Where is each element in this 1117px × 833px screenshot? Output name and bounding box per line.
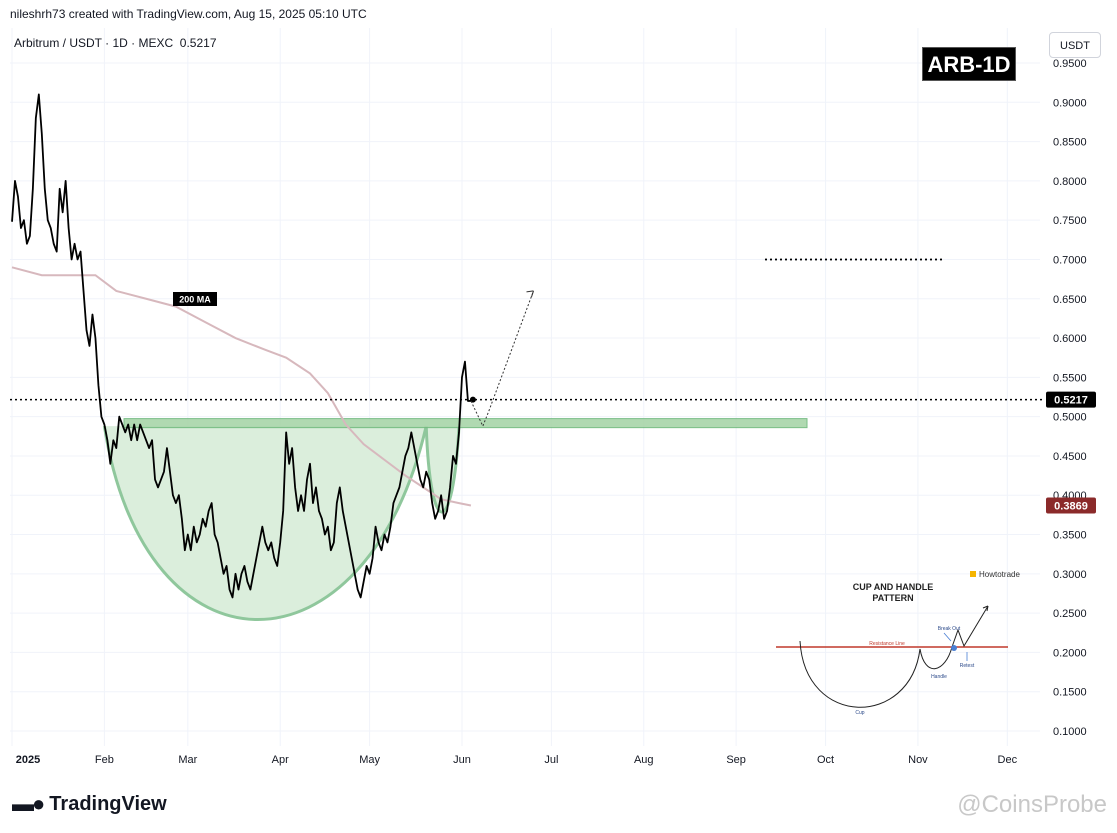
inset-title-2: PATTERN — [872, 593, 913, 603]
attribution-text: nileshrh73 created with TradingView.com,… — [10, 7, 367, 21]
ma-price-tag: 0.3869 — [1046, 497, 1096, 514]
inset-resistance-label: Resistance Line — [869, 641, 905, 647]
tradingview-brand: TradingView — [49, 792, 167, 815]
x-tick-label: Oct — [817, 754, 834, 766]
y-tick-label: 0.7000 — [1053, 254, 1087, 266]
x-tick-label: May — [359, 754, 380, 766]
y-tick-label: 0.5500 — [1053, 372, 1087, 384]
tradingview-icon: ▬● — [12, 791, 45, 816]
ma-label-text: 200 MA — [179, 295, 211, 305]
x-tick-label: Aug — [634, 754, 654, 766]
x-tick-label: Jun — [453, 754, 471, 766]
grid — [10, 28, 1040, 746]
y-tick-label: 0.4500 — [1053, 451, 1087, 463]
y-tick-label: 0.2000 — [1053, 647, 1087, 659]
ma-price-tag-bg — [1046, 497, 1096, 514]
y-tick-label: 0.8000 — [1053, 176, 1087, 188]
arb-badge: ARB-1D — [922, 47, 1016, 81]
inset-breakout-dot — [951, 645, 957, 651]
y-tick-label: 0.6000 — [1053, 333, 1087, 345]
footer: ▬● TradingView @CoinsProbe — [0, 783, 1117, 833]
projection-arrowhead — [526, 290, 534, 298]
watermark: @CoinsProbe — [957, 791, 1107, 818]
y-tick-label: 0.6500 — [1053, 294, 1087, 306]
howtotrade-icon — [970, 571, 976, 577]
price-chart[interactable]: 200 MA 0.9500 0.9000 0.8500 0.8000 0.7500 0.7… — [0, 28, 1117, 773]
inset-handle-label: Handle — [931, 674, 947, 680]
current-price-tag-bg — [1046, 391, 1096, 408]
y-tick-label: 0.8500 — [1053, 137, 1087, 149]
ma-line — [11, 266, 472, 507]
current-price-tag: 0.5217 — [1046, 391, 1096, 408]
x-tick-label: 2025 — [16, 754, 40, 766]
x-tick-label: Feb — [95, 754, 114, 766]
y-axis: 0.9500 0.9000 0.8500 0.8000 0.7500 0.7000 0.65… — [1046, 58, 1096, 738]
levels — [10, 258, 1042, 428]
inset-title-1: CUP AND HANDLE — [853, 582, 934, 592]
inset-arrowhead — [982, 605, 989, 612]
resistance-zone — [123, 418, 808, 429]
y-tick-label: 0.9000 — [1053, 97, 1087, 109]
inset-breakout-pointer — [943, 632, 952, 642]
inset-cup-label: Cup — [855, 710, 864, 716]
tradingview-logo[interactable]: ▬● TradingView — [12, 791, 167, 817]
chart-area[interactable]: 200 MA 0.9500 0.9000 0.8500 0.8000 0.7500 0.7… — [0, 28, 1117, 773]
inset-brand: Howtotrade — [979, 570, 1020, 579]
x-tick-label: Dec — [998, 754, 1018, 766]
current-price-tag-text: 0.5217 — [1054, 395, 1088, 407]
y-tick-label: 0.3500 — [1053, 530, 1087, 542]
currency-button[interactable]: USDT — [1049, 32, 1101, 58]
inset-handle — [919, 646, 953, 670]
x-tick-label: Sep — [726, 754, 746, 766]
ma-price-tag-text: 0.3869 — [1054, 501, 1088, 513]
resistance-zone-rect — [123, 418, 808, 429]
cup-fill — [104, 426, 427, 620]
y-tick-label: 0.7500 — [1053, 215, 1087, 227]
inset-breakout-path — [951, 605, 989, 648]
y-tick-label: 0.1000 — [1053, 726, 1087, 738]
y-tick-label: 0.9500 — [1053, 58, 1087, 70]
inset-breakout-label: Break Out — [938, 626, 961, 632]
ma-label: 200 MA — [173, 292, 217, 306]
ma-200: 200 MA — [11, 266, 472, 507]
symbol-info: Arbitrum / USDT · 1D · MEXC 0.5217 — [14, 36, 217, 50]
x-tick-label: Mar — [178, 754, 197, 766]
y-tick-label: 0.1500 — [1053, 687, 1087, 699]
price-line — [11, 93, 471, 599]
y-tick-label: 0.3000 — [1053, 569, 1087, 581]
projection-path — [470, 290, 534, 428]
ma-label-bg — [173, 292, 217, 306]
x-tick-label: Jul — [544, 754, 558, 766]
inset-cup — [799, 640, 921, 708]
x-axis: 2025 Feb Mar Apr May Jun Jul Aug Sep Oct Nov Dec — [16, 754, 1018, 766]
y-tick-label: 0.5000 — [1053, 412, 1087, 424]
x-tick-label: Nov — [908, 754, 928, 766]
inset-retest-label: Retest — [960, 663, 975, 669]
y-tick-label: 0.2500 — [1053, 608, 1087, 620]
x-tick-label: Apr — [272, 754, 289, 766]
